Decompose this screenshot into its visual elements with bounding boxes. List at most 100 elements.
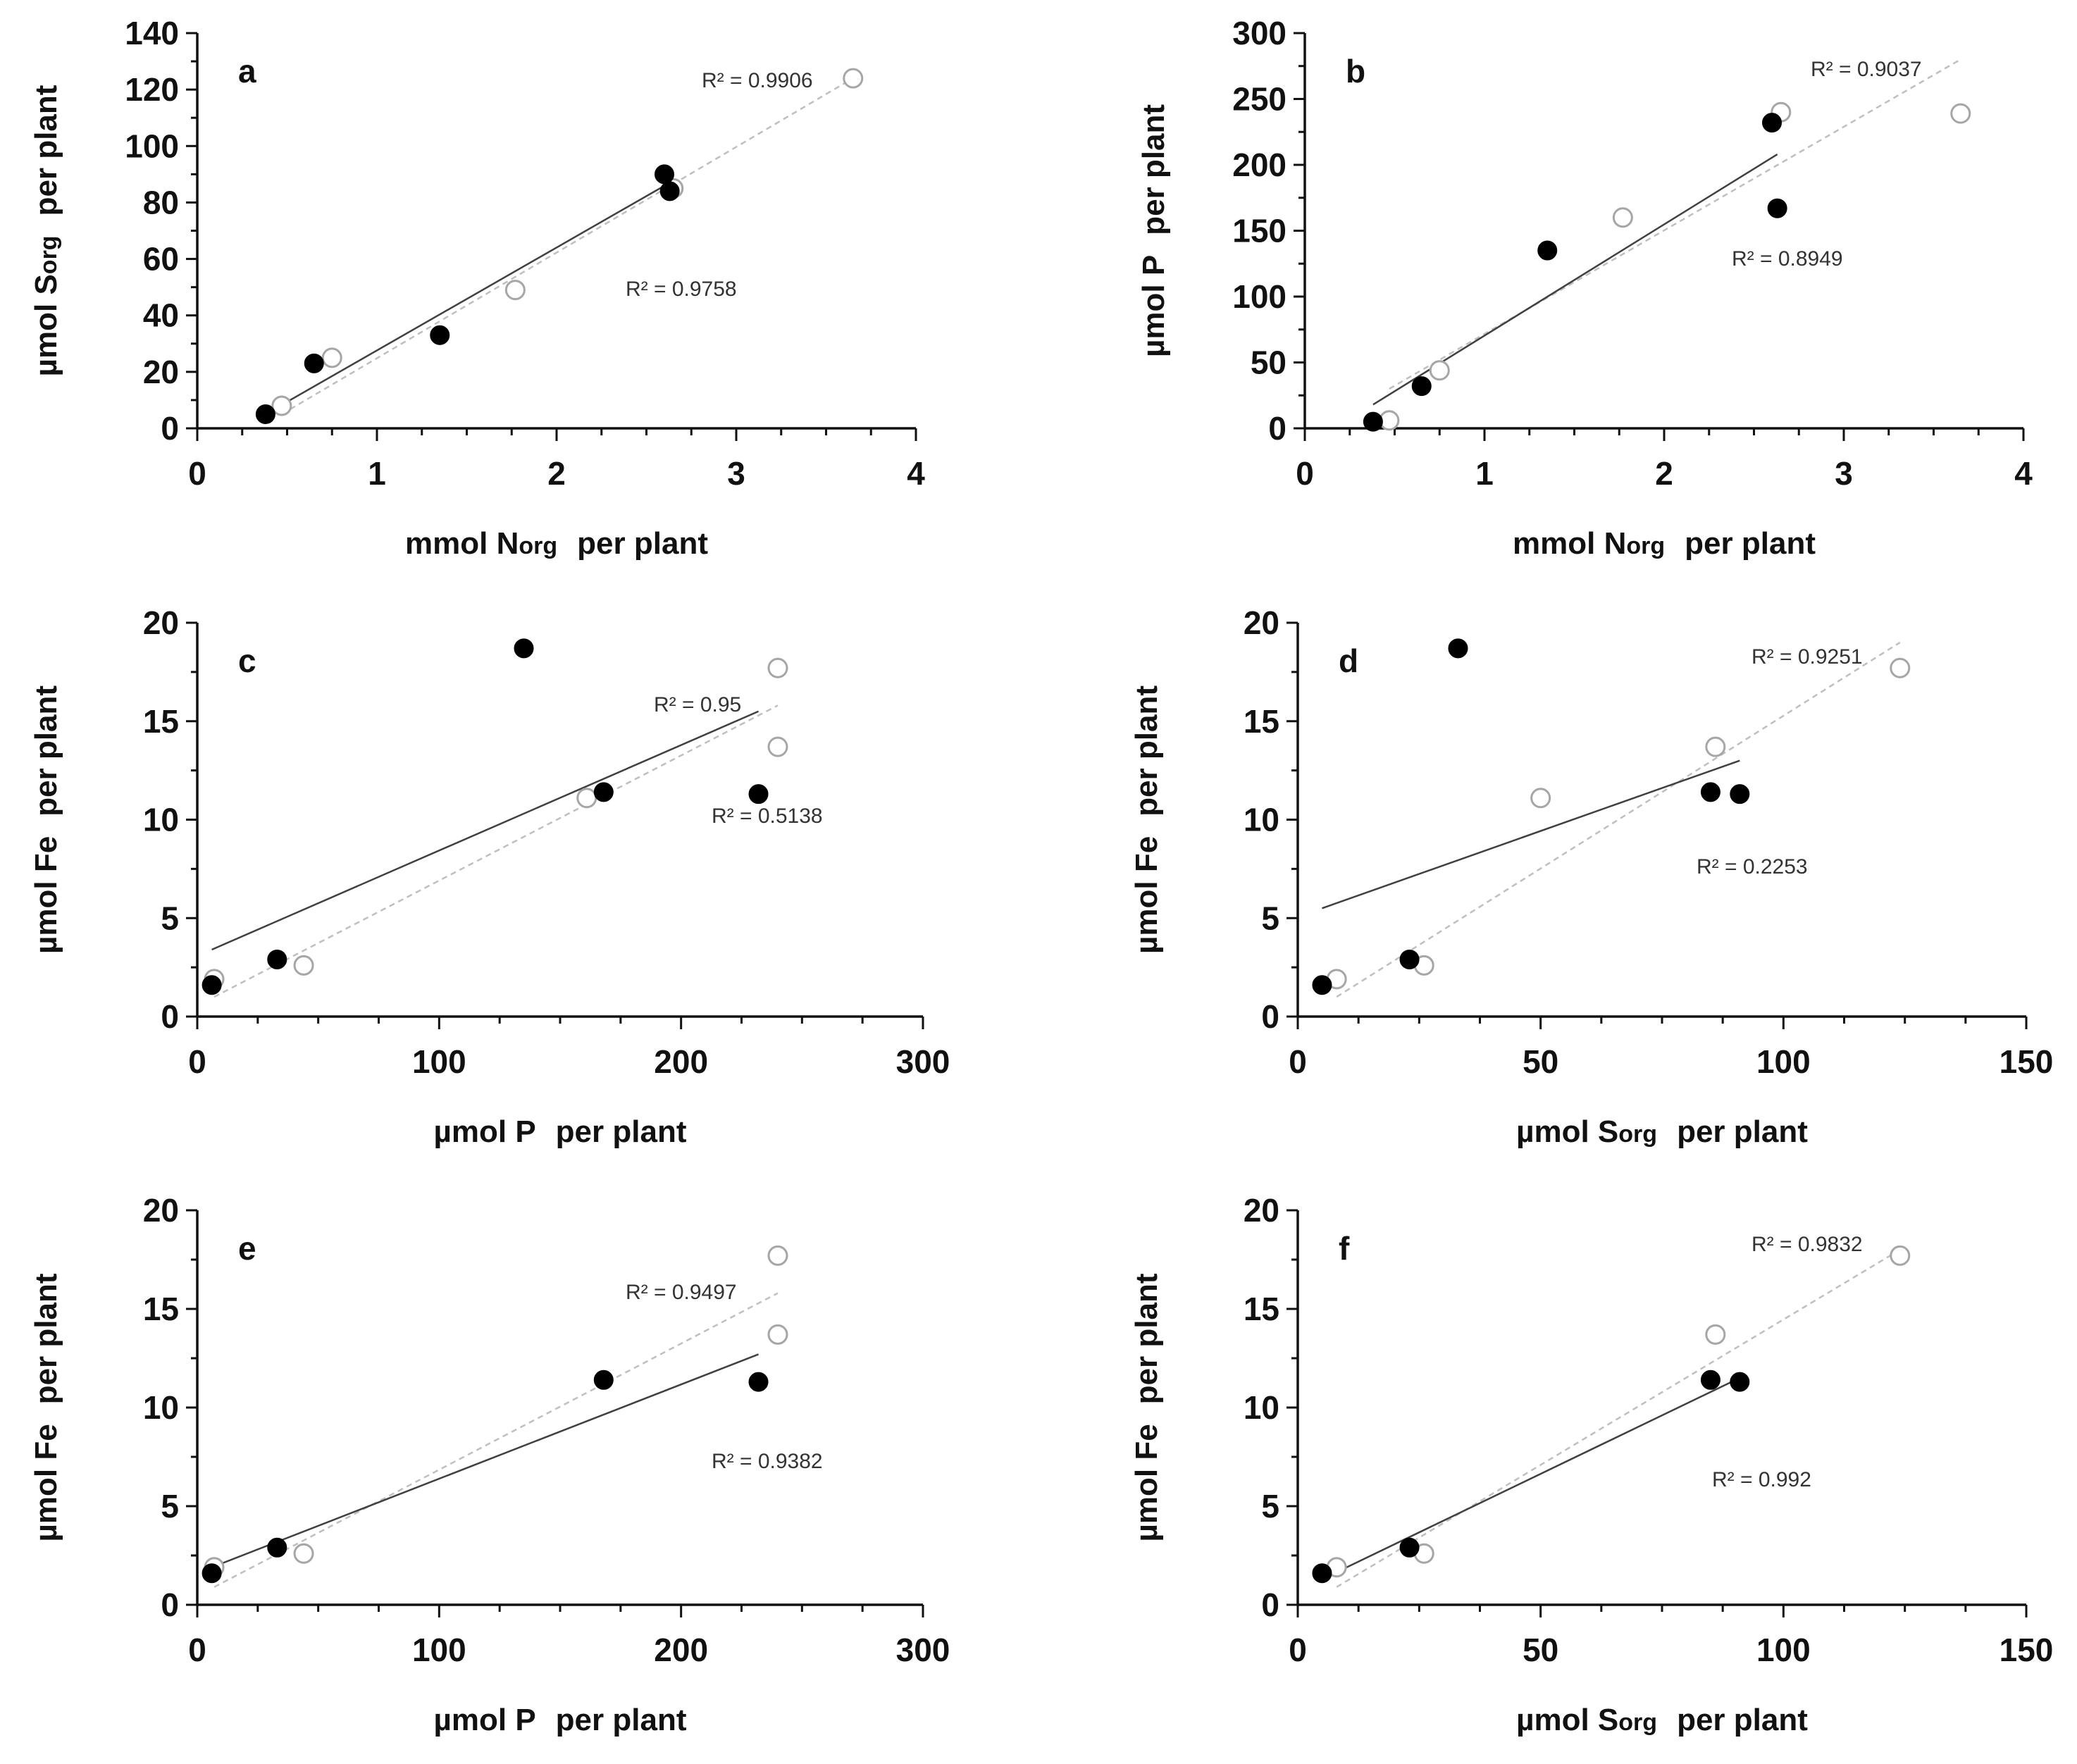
filled-point — [1448, 638, 1468, 659]
open-point — [1429, 360, 1450, 381]
y-tick-label: 0 — [1261, 998, 1279, 1035]
filled-point — [1399, 1537, 1420, 1558]
open-point — [1705, 736, 1726, 757]
open-point — [767, 1324, 788, 1345]
x-tick-label: 1 — [1475, 455, 1494, 492]
x-tick-label: 300 — [896, 1632, 950, 1668]
y-tick-label: 0 — [161, 410, 179, 447]
y-tick-label: 5 — [161, 900, 179, 936]
y-tick-label: 15 — [1244, 703, 1279, 740]
x-tick-label: 4 — [2014, 455, 2033, 492]
y-tick-label: 10 — [1244, 1389, 1279, 1426]
x-tick-label: 0 — [1289, 1632, 1307, 1668]
filled-point — [1312, 1563, 1332, 1584]
r2-label-open: R² = 0.9497 — [626, 1281, 737, 1304]
y-tick-label: 0 — [1261, 1586, 1279, 1623]
r2-label-open: R² = 0.9037 — [1811, 58, 1922, 81]
filled-point — [1730, 1372, 1750, 1392]
open-point — [321, 347, 342, 368]
open-point — [1890, 657, 1911, 678]
trendline-open — [281, 77, 854, 416]
panel-letter: b — [1346, 53, 1365, 89]
filled-point — [267, 1537, 287, 1558]
y-tick-label: 300 — [1232, 15, 1286, 51]
x-tick-label: 0 — [1296, 455, 1314, 492]
x-tick-label: 0 — [188, 1632, 206, 1668]
y-tick-label: 20 — [143, 604, 179, 641]
y-tick-label: 5 — [1261, 1488, 1279, 1524]
y-tick-label: 0 — [161, 998, 179, 1035]
panel-letter: e — [238, 1230, 256, 1267]
filled-point — [267, 949, 287, 969]
chart-panel-d: 0 5 10 15 20 0 50 100 150 µmol Sorg per plant µmol … — [1129, 604, 2053, 1149]
trendline-open — [213, 1292, 779, 1588]
filled-point — [1411, 376, 1432, 397]
chart-panel-b: 0 50 100 150 200 250 300 0 1 2 3 4 mmol Norg per plan… — [1136, 15, 2033, 561]
trendline-open — [1336, 1248, 1901, 1588]
open-point — [1890, 1245, 1911, 1266]
y-tick-label: 20 — [143, 1192, 179, 1229]
filled-point — [1700, 782, 1720, 802]
x-tick-label: 3 — [727, 455, 745, 492]
y-tick-label: 15 — [1244, 1291, 1279, 1327]
y-axis-title: µmol Feper plant — [1129, 1273, 1164, 1541]
r2-label-filled: R² = 0.8949 — [1732, 247, 1843, 271]
x-tick-label: 0 — [188, 1043, 206, 1080]
x-tick-label: 200 — [654, 1632, 708, 1668]
x-tick-label: 300 — [896, 1043, 950, 1080]
y-tick-label: 20 — [1244, 1192, 1279, 1229]
y-tick-label: 20 — [143, 354, 179, 390]
x-tick-label: 4 — [907, 455, 925, 492]
open-point — [293, 1543, 314, 1564]
y-tick-label: 10 — [143, 802, 179, 838]
y-tick-label: 80 — [143, 184, 179, 220]
filled-point — [659, 181, 680, 201]
y-tick-label: 60 — [143, 241, 179, 278]
x-tick-label: 0 — [1289, 1043, 1307, 1080]
r2-label-open: R² = 0.9832 — [1752, 1233, 1863, 1256]
y-tick-label: 50 — [1251, 344, 1286, 381]
trendline-filled — [1321, 1377, 1740, 1580]
panel-letter: a — [238, 53, 256, 89]
chart-panel-f: 0 5 10 15 20 0 50 100 150 µmol Sorg per plant µmol … — [1129, 1192, 2053, 1737]
filled-point — [1762, 113, 1782, 133]
filled-point — [202, 1563, 222, 1584]
y-axis-title: µmol Feper plant — [1129, 685, 1164, 954]
x-tick-label: 0 — [188, 455, 206, 492]
trendline-filled — [265, 182, 671, 416]
y-tick-label: 20 — [1244, 604, 1279, 641]
chart-panel-a: 0 20 40 60 80 100 120 140 0 1 2 3 4 mmol Norg per plan… — [29, 15, 925, 561]
x-axis-title: mmol Norg per plant — [1513, 526, 1816, 561]
y-tick-label: 140 — [125, 15, 179, 51]
x-tick-label: 3 — [1835, 455, 1853, 492]
r2-label-filled: R² = 0.992 — [1712, 1468, 1811, 1491]
open-point — [293, 955, 314, 976]
x-axis-title: µmol Sorg per plant — [1516, 1114, 1808, 1149]
open-point — [767, 736, 788, 757]
filled-point — [430, 325, 450, 345]
filled-point — [202, 975, 222, 995]
filled-point — [255, 404, 275, 424]
filled-point — [1537, 240, 1558, 261]
open-point — [1950, 103, 1971, 124]
y-axis-title: µmol Pper plant — [1136, 104, 1171, 357]
x-tick-label: 150 — [2000, 1043, 2054, 1080]
filled-point — [593, 782, 614, 802]
open-point — [271, 395, 292, 416]
filled-point — [1312, 975, 1332, 995]
trendline-open — [1389, 58, 1961, 390]
x-tick-label: 50 — [1523, 1043, 1558, 1080]
y-tick-label: 150 — [1232, 213, 1286, 249]
x-tick-label: 150 — [2000, 1632, 2054, 1668]
r2-label-filled: R² = 0.2253 — [1697, 855, 1808, 878]
open-point — [767, 1245, 788, 1266]
y-axis-title: µmol Feper plant — [29, 1273, 63, 1541]
open-point — [843, 68, 864, 89]
y-tick-label: 120 — [125, 71, 179, 108]
r2-label-filled: R² = 0.9758 — [626, 278, 737, 301]
y-tick-label: 0 — [1268, 410, 1286, 447]
x-axis-title: mmol Norg per plant — [405, 526, 708, 561]
